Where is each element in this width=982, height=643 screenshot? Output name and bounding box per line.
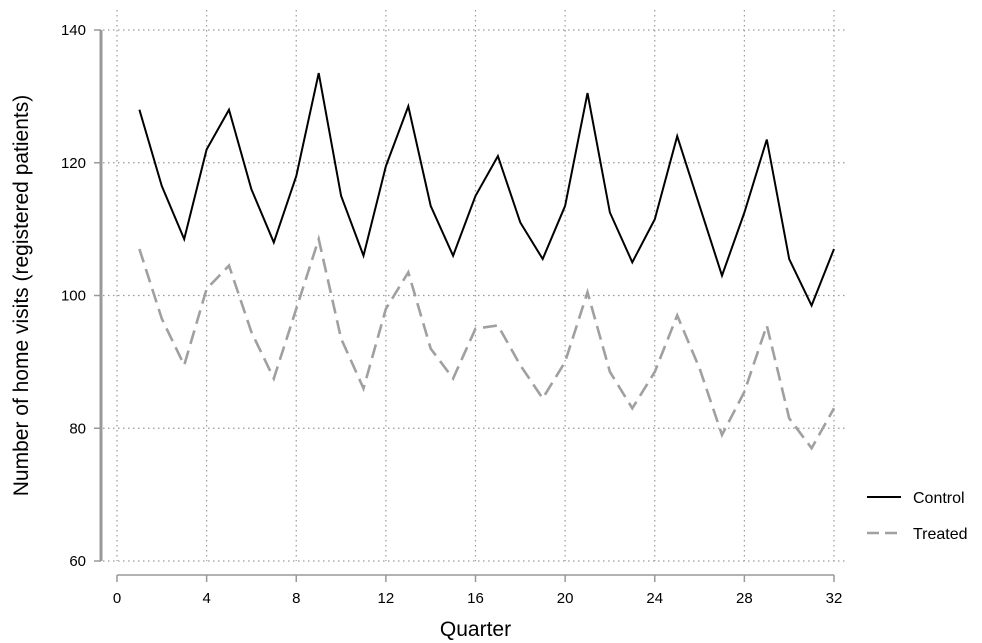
series-line-treated [138,234,836,451]
x-tick-label: 32 [826,590,843,607]
x-tick-label: 16 [467,590,484,607]
x-tick-label: 0 [113,590,121,607]
x-axis-title: Quarter [440,618,511,641]
x-tick-label: 8 [292,590,300,607]
y-tick-label: 140 [61,22,86,39]
x-tick-label: 4 [202,590,210,607]
grid-lines [103,10,848,562]
legend-label-control: Control [913,490,965,507]
y-axis-ticks: 60 80 100 120 140 [61,22,101,570]
x-axis-ticks: 0 4 8 12 16 20 24 28 32 [113,575,843,607]
y-tick-label: 80 [69,420,86,437]
y-tick-label: 100 [61,288,86,305]
x-tick-label: 28 [736,590,753,607]
x-tick-label: 24 [646,590,663,607]
x-tick-label: 20 [557,590,574,607]
legend-label-treated: Treated [913,526,968,543]
x-tick-label: 12 [378,590,395,607]
series-line-control [138,72,835,308]
y-tick-label: 120 [61,155,86,172]
legend: Control Treated [867,490,968,543]
y-axis-title: Number of home visits (registered patien… [10,95,33,497]
y-tick-label: 60 [69,553,86,570]
series-lines [138,72,836,451]
